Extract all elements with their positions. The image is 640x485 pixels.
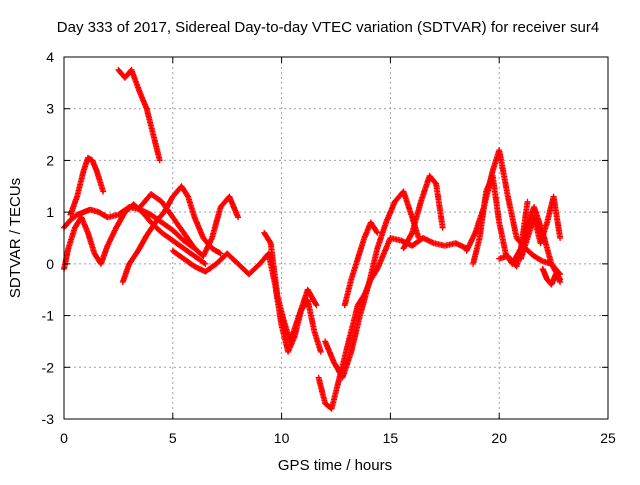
point-markers <box>400 172 446 252</box>
x-axis-label: GPS time / hours <box>278 457 392 474</box>
x-tick-label: 5 <box>169 430 177 446</box>
series-arc-11 <box>341 219 381 309</box>
point-markers <box>341 219 381 309</box>
y-tick-label: 1 <box>46 204 54 220</box>
point-markers <box>539 266 564 288</box>
point-markers <box>518 193 564 262</box>
point-markers <box>115 66 163 164</box>
point-markers <box>322 188 422 381</box>
x-tick-label: 0 <box>60 430 68 446</box>
series-arc-16 <box>518 193 564 262</box>
y-tick-label: 0 <box>46 256 54 272</box>
y-tick-label: 4 <box>46 49 54 65</box>
series-arc-6 <box>137 191 242 260</box>
y-tick-label: -1 <box>42 308 55 324</box>
axis-ticks: 0 5 10 15 20 25 -3 -2 -1 0 1 2 3 4 <box>42 49 616 446</box>
plot-frame <box>63 56 609 420</box>
series-arc-8 <box>261 229 320 345</box>
series-arc-10 <box>322 188 422 381</box>
series-arc-4 <box>115 66 163 164</box>
y-tick-label: -3 <box>42 411 55 427</box>
y-tick-label: 2 <box>46 152 54 168</box>
x-tick-label: 20 <box>491 430 507 446</box>
point-markers <box>67 154 107 218</box>
y-axis-label: SDTVAR / TECUs <box>7 178 24 298</box>
x-tick-label: 25 <box>600 430 616 446</box>
point-markers <box>137 191 242 260</box>
point-markers <box>261 229 320 345</box>
x-tick-label: 15 <box>383 430 399 446</box>
y-tick-label: 3 <box>46 101 54 117</box>
x-tick-label: 10 <box>274 430 290 446</box>
series-arc-17 <box>539 266 564 288</box>
chart-title: Day 333 of 2017, Sidereal Day-to-day VTE… <box>57 19 599 36</box>
y-tick-label: -2 <box>42 359 55 375</box>
series-arc-12 <box>400 172 446 252</box>
series-arc-3 <box>67 154 107 218</box>
